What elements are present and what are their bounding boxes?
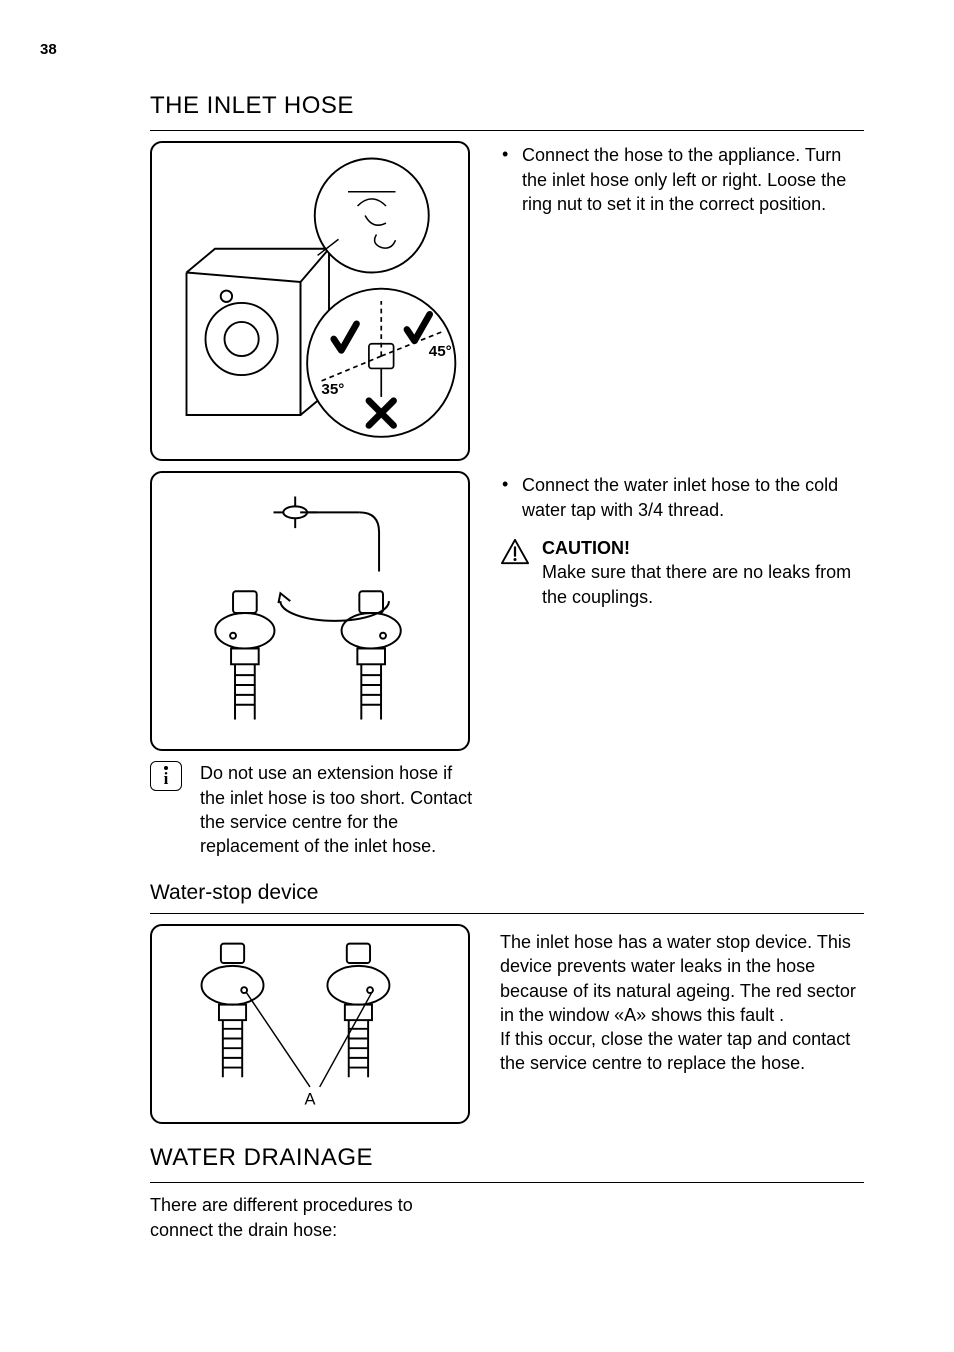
row-fig1: 35° 45° Connect the hose to the applianc… [150, 141, 864, 461]
angle-35-label: 35° [321, 381, 344, 398]
divider [150, 1182, 864, 1183]
bullet-connect-tap: Connect the water inlet hose to the cold… [500, 473, 864, 522]
text-col-1: Connect the hose to the appliance. Turn … [500, 141, 864, 224]
row-fig2: Connect the water inlet hose to the cold… [150, 471, 864, 751]
angle-45-label: 45° [429, 343, 452, 360]
row-waterstop: A The inlet hose has a water stop device… [150, 924, 864, 1124]
heading-inlet-hose: THE INLET HOSE [150, 90, 864, 122]
heading-water-drainage: WATER DRAINAGE [150, 1142, 864, 1174]
info-note-row: i Do not use an extension hose if the in… [150, 761, 480, 858]
caution-title: CAUTION! [542, 538, 630, 558]
figure-hose-angle: 35° 45° [150, 141, 470, 461]
inlet-hose-diagram-icon: 35° 45° [158, 147, 462, 455]
text-col-waterstop: The inlet hose has a water stop device. … [500, 924, 864, 1076]
water-stop-diagram-icon: A [160, 932, 460, 1116]
caution-text: CAUTION! Make sure that there are no lea… [542, 536, 864, 609]
waterstop-body: The inlet hose has a water stop device. … [500, 930, 864, 1076]
bullet-connect-appliance: Connect the hose to the appliance. Turn … [500, 143, 864, 216]
info-note-text: Do not use an extension hose if the inle… [200, 761, 480, 858]
text-col-2: Connect the water inlet hose to the cold… [500, 471, 864, 608]
divider [150, 913, 864, 914]
info-icon: i [150, 761, 182, 791]
drainage-body: There are different procedures to connec… [150, 1193, 480, 1242]
caution-block: CAUTION! Make sure that there are no lea… [500, 536, 864, 609]
page-number: 38 [40, 40, 57, 60]
warning-triangle-icon [500, 538, 530, 566]
caution-body: Make sure that there are no leaks from t… [542, 562, 851, 606]
divider [150, 130, 864, 131]
figure-tap-connection [150, 471, 470, 751]
heading-water-stop: Water-stop device [150, 879, 864, 907]
figure-water-stop: A [150, 924, 470, 1124]
tap-connection-diagram-icon [162, 481, 458, 741]
label-a: A [305, 1090, 316, 1108]
